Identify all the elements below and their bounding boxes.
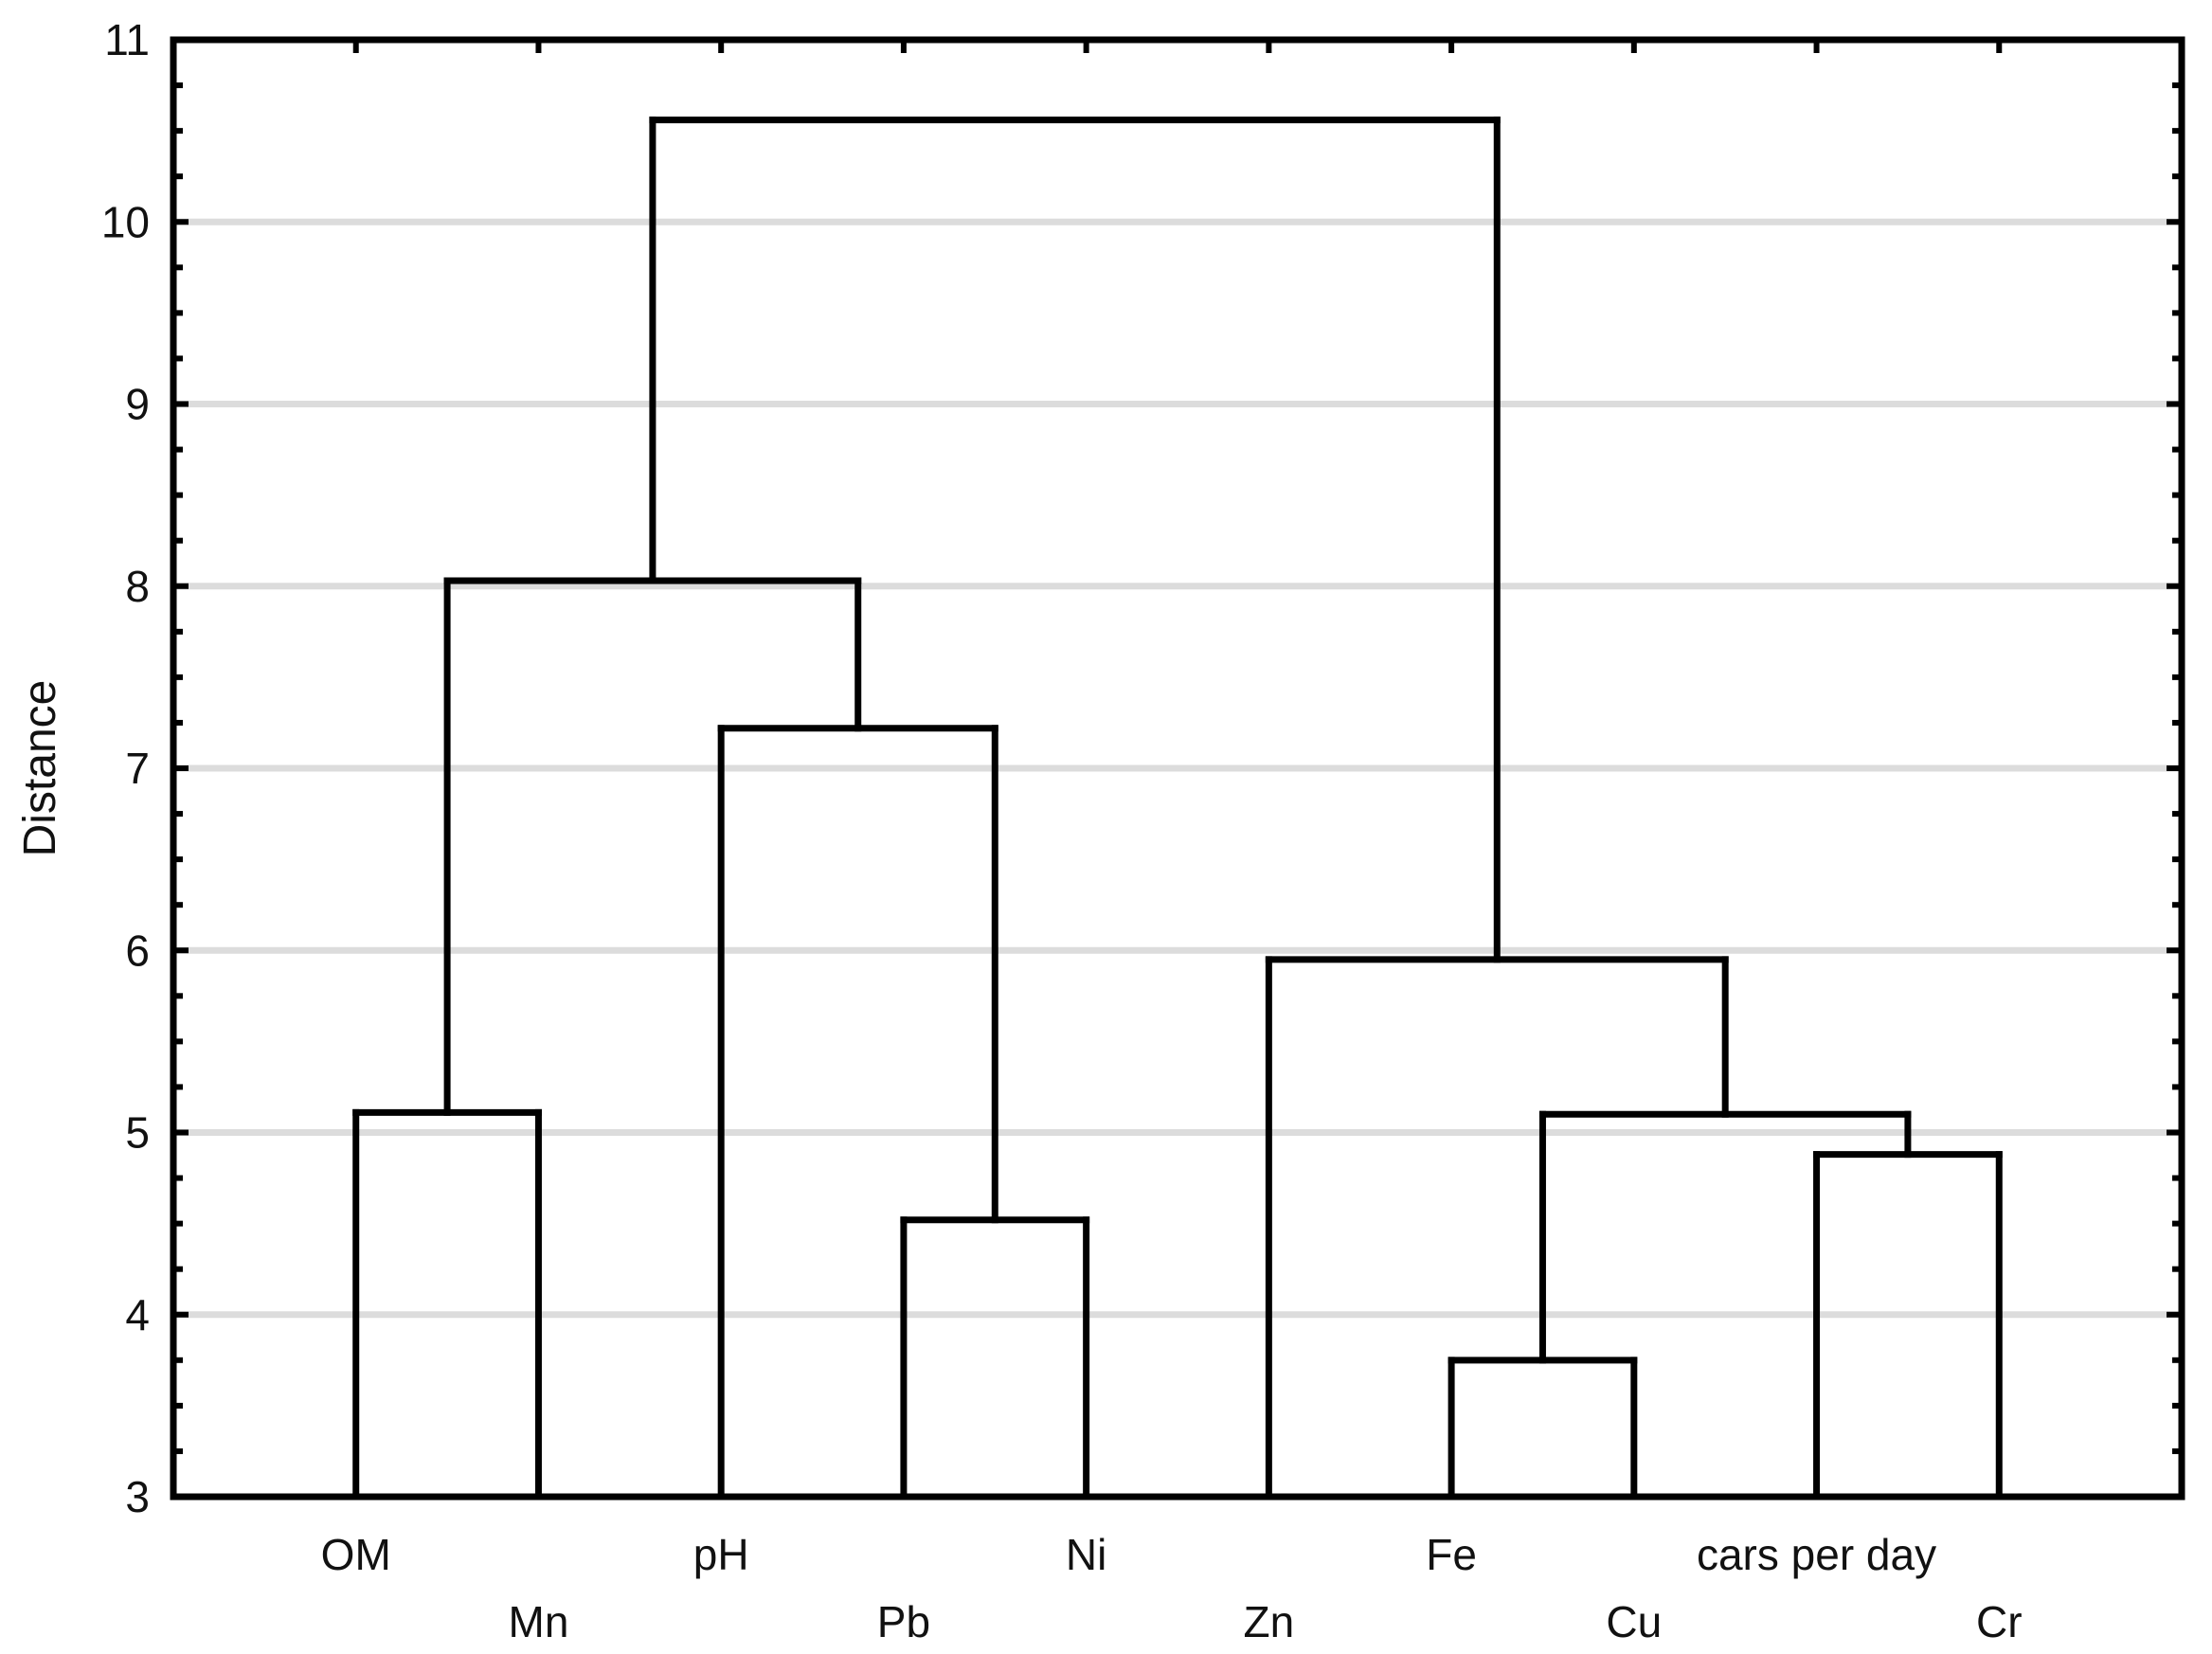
- gridlines-group: [173, 218, 2182, 1319]
- leaf-label-Cu: Cu: [1606, 1597, 1662, 1646]
- leaf-label-pH: pH: [693, 1530, 749, 1579]
- y-tick-label-10: 10: [101, 197, 150, 246]
- axis-ticks-group: [173, 40, 2182, 1454]
- y-axis-title: Distance: [15, 680, 65, 857]
- leaf-label-Zn: Zn: [1244, 1597, 1295, 1646]
- y-tick-label-5: 5: [125, 1108, 150, 1158]
- y-tick-label-7: 7: [125, 744, 150, 793]
- leaf-label-Mn: Mn: [509, 1597, 569, 1646]
- y-tick-label-9: 9: [125, 380, 150, 429]
- y-tick-label-6: 6: [125, 926, 150, 975]
- y-tick-label-11: 11: [104, 15, 150, 64]
- y-tick-label-8: 8: [125, 562, 150, 611]
- leaf-label-Cr: Cr: [1976, 1597, 2023, 1646]
- axis-labels-group: 3 4 5 6 7 8 9 10 11 OM Mn pH Pb Ni Zn Fe Cu cars per day C…: [101, 15, 2023, 1646]
- dendrogram-links-group: [352, 117, 2003, 1501]
- leaf-label-OM: OM: [321, 1530, 391, 1579]
- leaf-label-cars-per-day: cars per day: [1697, 1530, 1936, 1579]
- y-tick-label-3: 3: [125, 1472, 150, 1521]
- leaf-label-Pb: Pb: [877, 1597, 930, 1646]
- leaf-label-Fe: Fe: [1426, 1530, 1477, 1579]
- y-tick-label-4: 4: [125, 1290, 150, 1339]
- leaf-label-Ni: Ni: [1066, 1530, 1106, 1579]
